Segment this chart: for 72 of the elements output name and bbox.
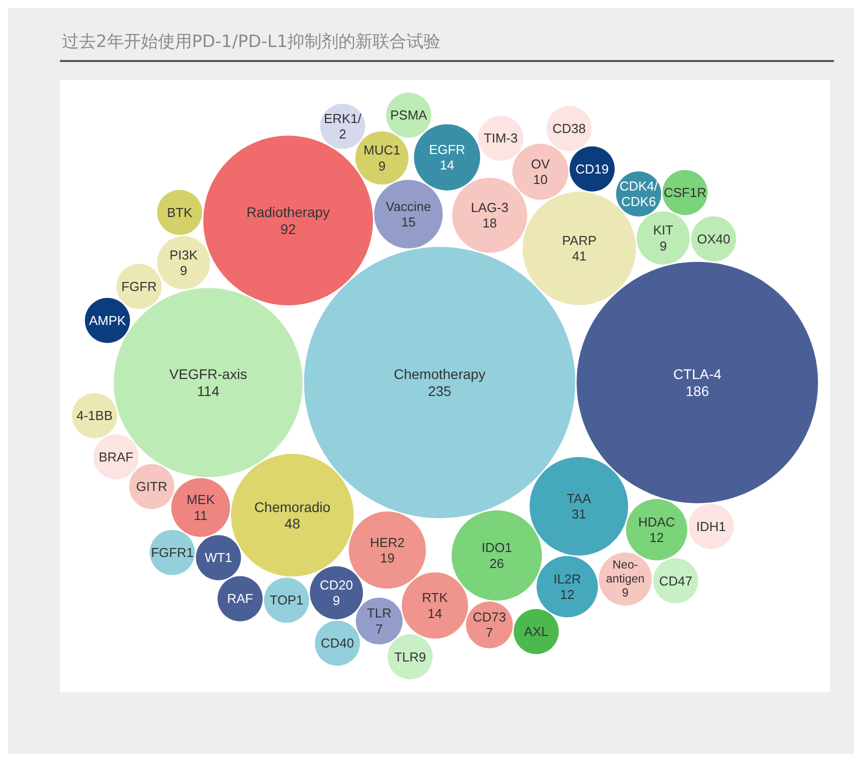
category-label: TLR <box>366 606 392 621</box>
category-label: CTLA-4 <box>673 366 722 382</box>
category-label: IDO1 <box>482 540 512 556</box>
data-label: 14 <box>428 606 442 621</box>
category-label: TAA <box>566 490 592 506</box>
category-label: AXL <box>524 624 549 640</box>
category-label: Chemotherapy <box>394 366 486 382</box>
category-label: TOP1 <box>270 592 304 608</box>
category-label: OX40 <box>696 231 730 246</box>
category-label: CSF1R <box>664 185 706 200</box>
category-label: CD38 <box>552 121 586 136</box>
category-label: CD20 <box>320 577 354 592</box>
data-label: 7 <box>486 625 494 640</box>
category-label: OV <box>530 156 550 172</box>
category-label: FGFR <box>121 278 157 294</box>
data-label: 26 <box>490 556 504 571</box>
category-label: CD73 <box>472 610 506 625</box>
category-label: CD19 <box>576 161 609 176</box>
data-label: 19 <box>380 550 395 566</box>
data-label: 9 <box>180 262 188 278</box>
category-label: PSMA <box>390 108 428 123</box>
data-label: 10 <box>533 172 548 188</box>
data-label: 18 <box>482 216 497 231</box>
category-label: RAF <box>227 591 254 606</box>
data-label: 48 <box>284 516 300 532</box>
category-label: BTK <box>167 204 193 220</box>
data-label: 12 <box>649 530 664 545</box>
data-label: 31 <box>572 506 586 522</box>
category-label: AMPK <box>89 312 126 328</box>
category-label: HDAC <box>638 514 676 530</box>
category-label: MUC1 <box>364 142 400 158</box>
category-label: EGFR <box>428 142 466 158</box>
data-label: 12 <box>560 586 574 602</box>
data-label: 7 <box>376 621 383 636</box>
category-label: KIT <box>653 222 674 238</box>
category-label: CDK4/CDK6 <box>619 178 658 210</box>
category-label: PI3K <box>169 247 198 262</box>
text: 过去2年开始使用PD-1/PD-L1抑制剂的新联合试验 <box>62 31 441 53</box>
data-label: 9 <box>378 158 386 174</box>
category-label: ERK1/2 <box>324 111 362 142</box>
category-label: CD40 <box>320 636 354 651</box>
data-label: 235 <box>428 382 452 399</box>
category-label: IDH1 <box>696 518 726 534</box>
category-label: PARP <box>562 233 597 248</box>
category-label: IL2R <box>554 571 581 586</box>
data-label: 14 <box>440 158 454 173</box>
data-label: 114 <box>197 382 220 399</box>
category-label: 4-1BB <box>76 408 113 424</box>
category-label: LAG-3 <box>470 200 508 216</box>
data-label: 41 <box>572 248 587 264</box>
category-label: TLR9 <box>394 649 426 664</box>
category-label: CD47 <box>659 573 692 588</box>
data-label: 92 <box>280 220 296 237</box>
category-label: VEGFR-axis <box>169 366 248 382</box>
data-label: 11 <box>194 508 208 523</box>
category-label: Radiotherapy <box>246 204 330 220</box>
category-label: TIM-3 <box>484 130 518 146</box>
category-label: WT1 <box>204 550 232 566</box>
data-label: 9 <box>622 586 629 600</box>
category-label: BRAF <box>98 449 134 464</box>
category-label: FGFR1 <box>150 545 194 560</box>
category-label: Neo-antigen <box>606 558 645 586</box>
category-label: GITR <box>136 479 168 494</box>
data-label: 9 <box>332 593 340 608</box>
data-label: 9 <box>660 238 667 254</box>
category-label: RTK <box>422 590 448 606</box>
category-label: MEK <box>186 492 216 508</box>
data-label: 15 <box>401 214 416 230</box>
category-label: Vaccine <box>386 198 432 214</box>
category-label: HER2 <box>370 534 405 550</box>
data-label: 186 <box>686 382 710 399</box>
category-label: Chemoradio <box>254 498 331 515</box>
